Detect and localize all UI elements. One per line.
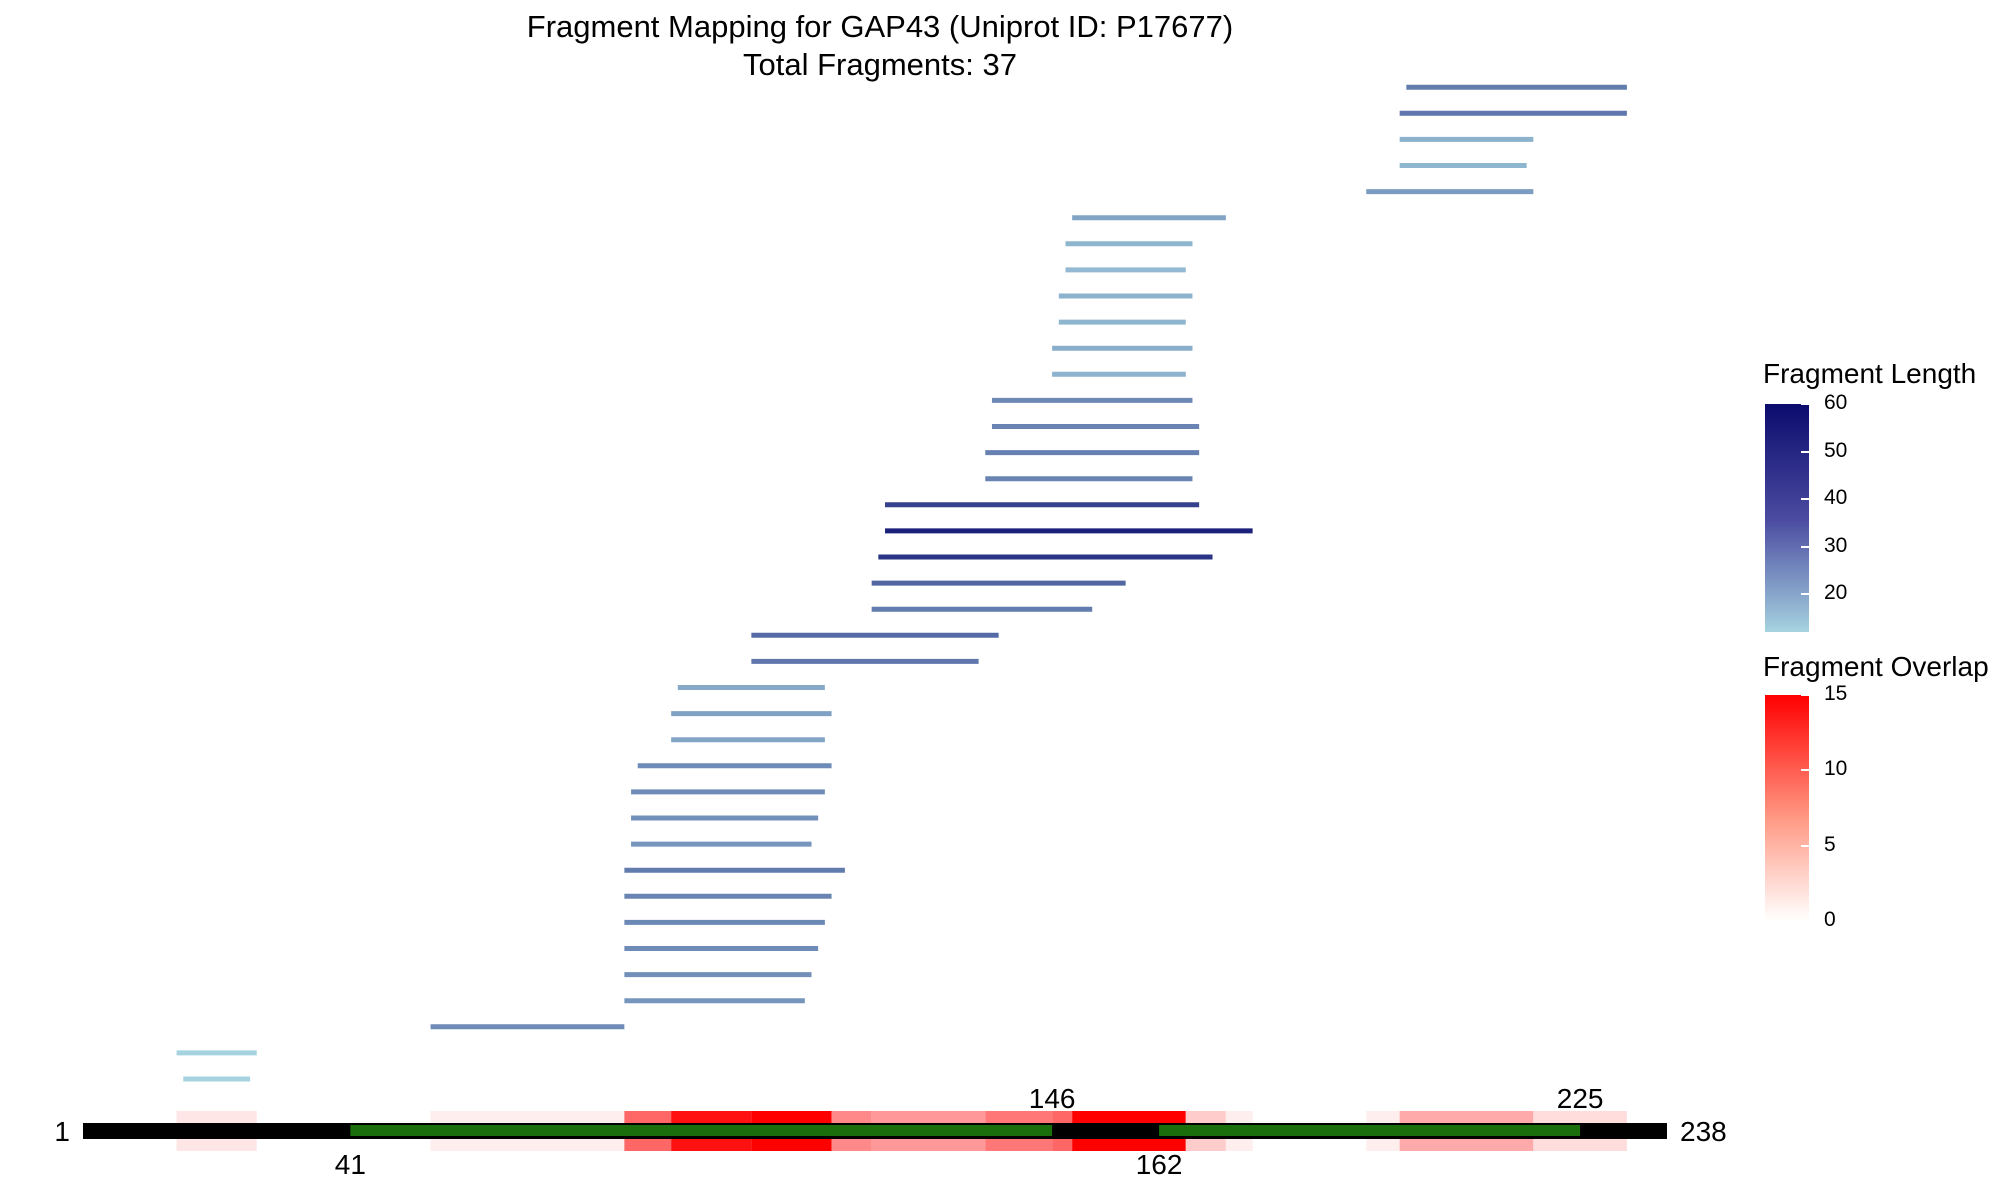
overlap-legend-title: Fragment Overlap: [1763, 651, 1989, 682]
domain-end-label: 146: [1029, 1083, 1076, 1114]
legend-tickmark: [1801, 769, 1809, 772]
legend-tickmark: [1801, 450, 1809, 453]
length-legend-tick: 40: [1824, 486, 1848, 509]
chart-title: Fragment Mapping for GAP43 (Uniprot ID: …: [526, 9, 1234, 44]
domain-segment: [350, 1125, 1053, 1136]
overlap-legend-tick: 15: [1824, 682, 1848, 705]
domain-end-label: 225: [1557, 1083, 1604, 1114]
domain-start-label: 41: [335, 1149, 366, 1180]
legend-tickmark: [1801, 403, 1809, 405]
overlap-legend-tick: 0: [1824, 908, 1836, 931]
legend-tickmark: [1801, 844, 1809, 847]
sequence-start-label: 1: [54, 1116, 70, 1147]
length-legend-title: Fragment Length: [1763, 358, 1977, 389]
length-legend-tick: 30: [1824, 533, 1848, 557]
sequence-end-label: 238: [1680, 1116, 1727, 1147]
chart-subtitle: Total Fragments: 37: [743, 47, 1017, 82]
legend-tickmark: [1801, 545, 1809, 548]
length-legend-tick: 50: [1824, 438, 1848, 462]
length-legend-tick: 60: [1824, 391, 1848, 414]
length-legend-colorbar: [1765, 404, 1809, 632]
legend-tickmark: [1801, 920, 1809, 922]
overlap-legend-tick: 10: [1824, 757, 1848, 781]
domain-start-label: 162: [1136, 1149, 1183, 1180]
legend-tickmark: [1801, 498, 1809, 500]
overlap-legend-tick: 5: [1824, 832, 1836, 856]
length-legend-tick: 20: [1824, 581, 1848, 604]
legend-tickmark: [1801, 593, 1809, 595]
overlap-legend-colorbar: [1765, 695, 1809, 921]
legend-tickmark: [1801, 694, 1809, 696]
domain-segment: [1159, 1125, 1581, 1136]
